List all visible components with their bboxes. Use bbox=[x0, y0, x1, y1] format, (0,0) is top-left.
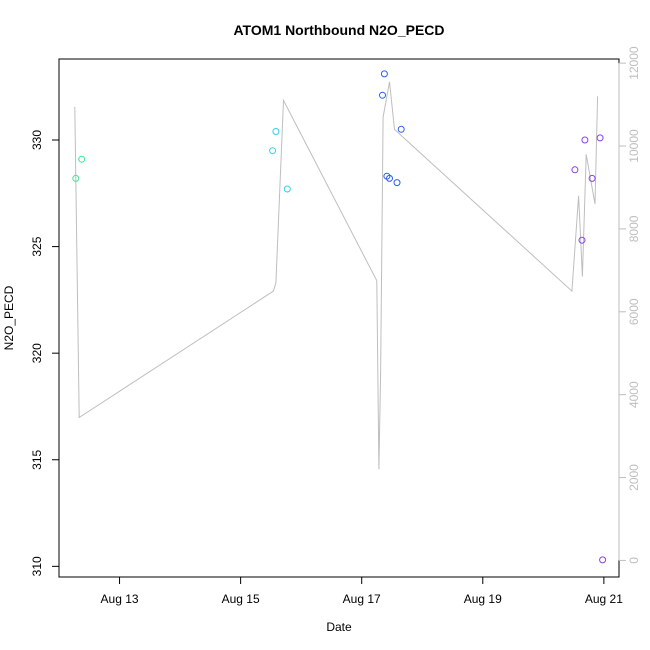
data-point bbox=[571, 166, 579, 174]
data-point bbox=[393, 179, 401, 187]
x-tick-label: Aug 17 bbox=[343, 592, 381, 606]
series-layer bbox=[72, 70, 607, 564]
y2-tick-label: 4000 bbox=[627, 381, 641, 408]
y-tick-label: 325 bbox=[30, 236, 44, 256]
y-tick-label: 310 bbox=[30, 556, 44, 576]
y-tick-label: 320 bbox=[30, 343, 44, 363]
data-point bbox=[581, 136, 589, 144]
x-tick-label: Aug 19 bbox=[464, 592, 502, 606]
y-axis-label: N2O_PECD bbox=[2, 285, 16, 350]
chart-title: ATOM1 Northbound N2O_PECD bbox=[233, 22, 444, 38]
data-point bbox=[78, 155, 86, 163]
y2-tick-label: 10000 bbox=[627, 129, 641, 163]
y-tick-label: 315 bbox=[30, 449, 44, 469]
x-tick-label: Aug 21 bbox=[585, 592, 623, 606]
y2-tick-label: 8000 bbox=[627, 215, 641, 242]
data-point bbox=[269, 147, 277, 155]
data-point bbox=[386, 174, 393, 182]
data-point bbox=[283, 185, 291, 193]
x-tick-label: Aug 13 bbox=[101, 592, 139, 606]
data-point bbox=[599, 556, 607, 564]
data-point bbox=[379, 91, 386, 99]
x-axis-label: Date bbox=[326, 620, 352, 634]
data-point bbox=[72, 174, 80, 182]
y2-tick-label: 2000 bbox=[627, 464, 641, 491]
series-line bbox=[74, 81, 599, 470]
data-point bbox=[272, 128, 280, 135]
data-point bbox=[578, 236, 586, 244]
y2-tick-label: 6000 bbox=[627, 298, 641, 325]
data-point bbox=[588, 174, 596, 182]
data-point bbox=[397, 125, 405, 133]
data-point bbox=[380, 70, 388, 78]
x-tick-label: Aug 15 bbox=[222, 592, 260, 606]
y-tick-label: 330 bbox=[30, 130, 44, 150]
y2-tick-label: 0 bbox=[627, 557, 641, 564]
y2-tick-label: 12000 bbox=[627, 46, 641, 80]
axes-layer: Aug 13 Aug 15 Aug 17 Aug 19 Aug 21 310 315 320 3… bbox=[30, 46, 641, 606]
data-point bbox=[596, 134, 604, 142]
